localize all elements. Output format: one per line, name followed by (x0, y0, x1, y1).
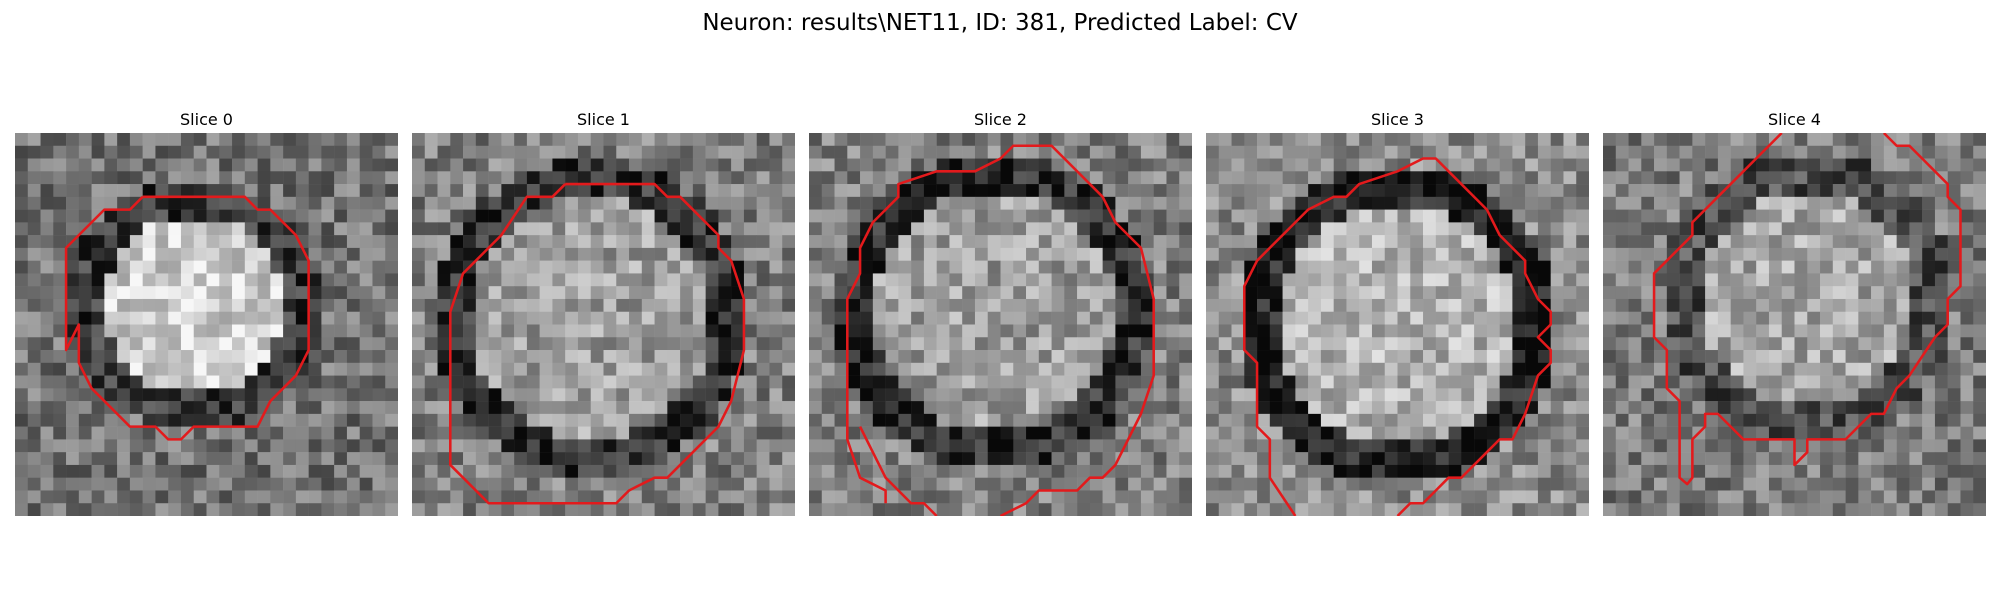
contour-line-4 (1652, 133, 1962, 486)
slice-title-1: Slice 1 (577, 110, 630, 129)
slice-image-2 (809, 133, 1192, 516)
slice-title-4: Slice 4 (1768, 110, 1821, 129)
slice-image-0 (15, 133, 398, 516)
figure-title: Neuron: results\NET11, ID: 381, Predicte… (702, 10, 1298, 36)
pixel-grid-0 (15, 133, 398, 516)
slice-image-4 (1603, 133, 1986, 516)
slice-image-3 (1206, 133, 1589, 516)
contour-line-0 (64, 195, 310, 441)
slice-panel-3: Slice 3 (1206, 108, 1589, 516)
slice-title-0: Slice 0 (180, 110, 233, 129)
contour-line-1 (449, 182, 746, 505)
slice-title-2: Slice 2 (974, 110, 1027, 129)
slice-panel-1: Slice 1 (412, 108, 795, 516)
contour-line-3 (1243, 157, 1552, 516)
contour-line-2b (858, 426, 938, 516)
pixel-grid-1 (412, 133, 795, 516)
slice-title-3: Slice 3 (1371, 110, 1424, 129)
pixel-grid-3 (1206, 133, 1589, 516)
contour-line-2 (846, 144, 1155, 516)
slice-image-1 (412, 133, 795, 516)
pixel-grid-2 (809, 133, 1192, 516)
slice-panel-0: Slice 0 (15, 108, 398, 516)
slice-panel-2: Slice 2 (809, 108, 1192, 516)
slice-panel-4: Slice 4 (1603, 108, 1986, 516)
